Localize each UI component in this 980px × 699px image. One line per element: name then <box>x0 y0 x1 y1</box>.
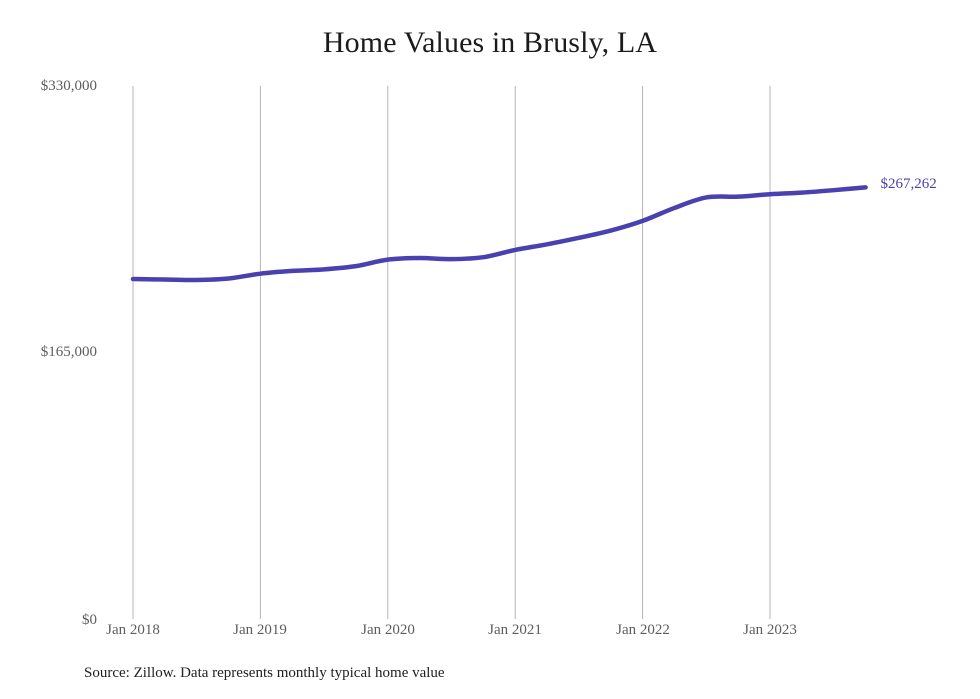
x-axis-tick-label-jan-2019: Jan 2019 <box>233 622 287 638</box>
end-value-label: $267,262 <box>880 176 937 193</box>
y-axis-tick-label-0: $0 <box>82 612 97 628</box>
source-note: Source: Zillow. Data represents monthly … <box>84 665 445 681</box>
y-axis-tick-label-330000: $330,000 <box>40 78 97 94</box>
y-axis-tick-label-165000: $165,000 <box>40 344 97 360</box>
x-axis-tick-label-jan-2022: Jan 2022 <box>616 622 670 638</box>
x-axis-tick-label-jan-2021: Jan 2021 <box>488 622 542 638</box>
x-axis-tick-label-jan-2018: Jan 2018 <box>106 622 160 638</box>
x-axis-tick-label-jan-2023: Jan 2023 <box>743 622 797 638</box>
x-axis-tick-label-jan-2020: Jan 2020 <box>361 622 415 638</box>
gridlines <box>132 86 771 619</box>
chart-title: Home Values in Brusly, LA <box>322 26 658 59</box>
series-line-typical-home-value <box>130 185 868 283</box>
